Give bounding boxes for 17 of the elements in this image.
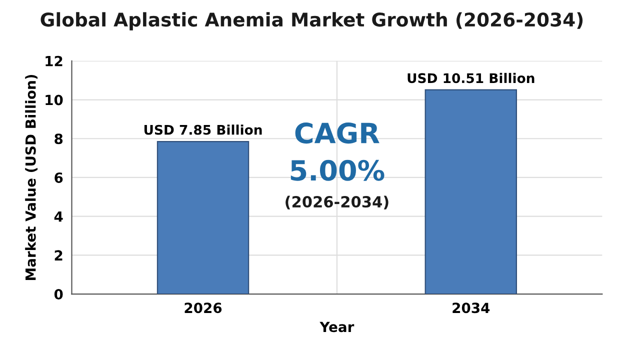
y-tick-label: 4 [54,211,63,222]
data-label: USD 10.51 Billion [408,72,534,84]
annotation: (2026-2034) [286,196,388,210]
annotation: 5.00% [290,160,384,181]
x-tick-label: 2026 [184,302,222,314]
x-tick-label: 2034 [452,302,490,314]
y-tick-label: 12 [46,56,62,66]
y-tick-label: 2 [54,250,62,260]
y-tick-label: 0 [54,289,63,300]
y-axis-title: Market Value (USD Billion) [25,74,38,280]
annotation: CAGR [295,122,380,144]
data-label: USD 7.85 Billion [144,124,262,135]
y-tick-label: 8 [54,134,63,144]
chart-title: Global Aplastic Anemia Market Growth (2026-2034) [40,12,583,30]
x-axis-title: Year [320,322,354,332]
y-tick-label: 6 [54,172,63,183]
y-tick-label: 10 [46,94,63,106]
